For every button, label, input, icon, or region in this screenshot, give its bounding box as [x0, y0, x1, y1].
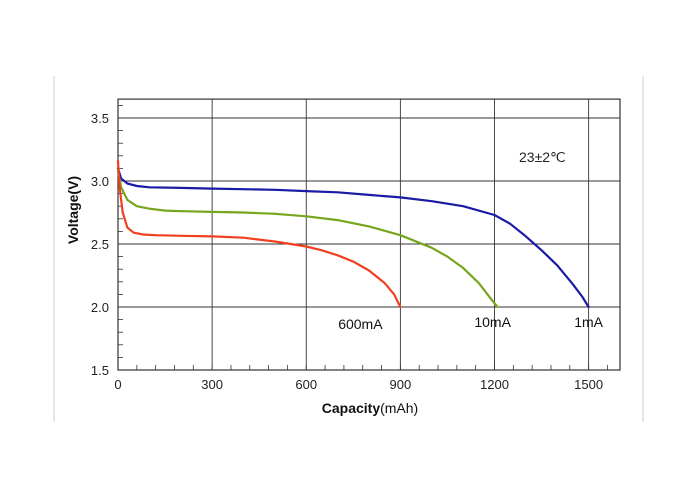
x-tick-label: 0 [114, 377, 121, 392]
x-tick-label: 600 [295, 377, 317, 392]
series-line-600ma [116, 159, 402, 309]
series-label-1ma: 1mA [574, 314, 603, 330]
plot-frame [117, 98, 621, 371]
y-tick-label: 1.5 [91, 363, 109, 378]
x-tick-label: 1500 [574, 377, 603, 392]
y-axis-title: Voltage(V) [65, 176, 81, 244]
x-axis-title-bold: Capacity [322, 400, 381, 416]
x-axis-title-unit: (mAh) [380, 400, 418, 416]
series-label-10ma: 10mA [474, 314, 511, 330]
series-line-10ma [116, 169, 499, 309]
x-axis-title: Capacity(mAh) [322, 400, 418, 416]
series-labels: 1mA 10mA 600mA [338, 314, 603, 332]
series [116, 159, 590, 309]
series-line-1ma [116, 167, 590, 309]
y-tick-label: 2.5 [91, 237, 109, 252]
series-label-600ma: 600mA [338, 316, 383, 332]
x-tick-label: 900 [390, 377, 412, 392]
temperature-annotation: 23±2℃ [519, 149, 566, 165]
x-tick-label: 1200 [480, 377, 509, 392]
y-tick-label: 3.5 [91, 111, 109, 126]
tick-labels: 0 300 600 900 1200 1500 1.5 2.0 2.5 3.0 3.5 [91, 111, 603, 392]
y-tick-label: 2.0 [91, 300, 109, 315]
y-tick-label: 3.0 [91, 174, 109, 189]
x-tick-label: 300 [201, 377, 223, 392]
